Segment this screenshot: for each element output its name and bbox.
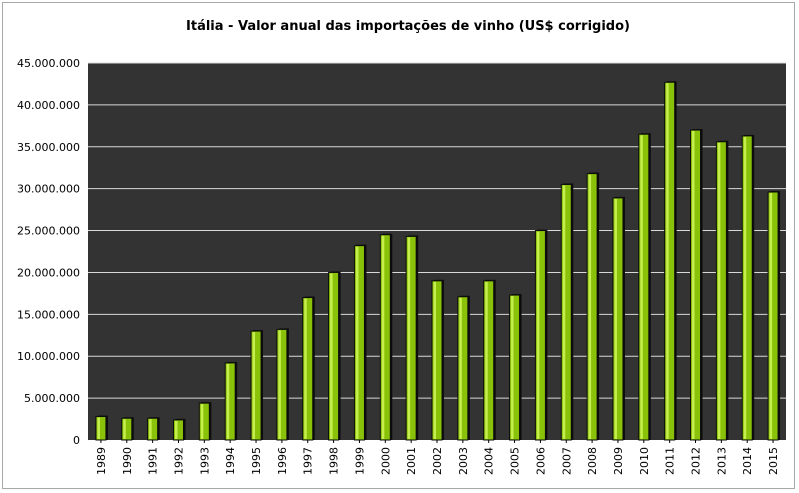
bar-highlight xyxy=(407,237,411,439)
x-tick-label: 2001 xyxy=(405,447,418,475)
y-tick-label: 30.000.000 xyxy=(17,183,80,196)
x-tick-label: 1998 xyxy=(328,447,341,475)
bar-highlight xyxy=(511,296,514,439)
x-tick-label: 1996 xyxy=(276,447,289,475)
bar-highlight xyxy=(304,298,307,439)
x-tick-label: 2006 xyxy=(534,447,547,475)
x-tick-label: 2009 xyxy=(612,447,625,475)
x-tick-label: 1999 xyxy=(353,447,366,475)
x-tick-label: 2012 xyxy=(690,447,703,475)
x-tick-label: 1992 xyxy=(172,447,185,475)
bar-highlight xyxy=(278,330,281,439)
x-tick-label: 1994 xyxy=(224,447,237,475)
chart-title: Itália - Valor anual das importações de … xyxy=(186,19,630,34)
x-tick-label: 2007 xyxy=(560,447,573,475)
x-tick-label: 2005 xyxy=(509,447,522,475)
bar-highlight xyxy=(485,281,488,439)
bar-highlight xyxy=(769,193,773,439)
bar-highlight xyxy=(330,273,333,439)
bar-highlight xyxy=(226,363,230,439)
bar-highlight xyxy=(614,198,617,439)
bar-highlight xyxy=(252,332,256,439)
bar-highlight xyxy=(640,135,643,439)
y-tick-label: 40.000.000 xyxy=(17,99,80,112)
y-tick-label: 20.000.000 xyxy=(17,266,80,279)
x-tick-label: 2003 xyxy=(457,447,470,475)
bar-highlight xyxy=(743,136,747,440)
x-tick-label: 1995 xyxy=(250,447,263,475)
x-tick-label: 2014 xyxy=(741,447,754,475)
y-tick-label: 45.000.000 xyxy=(17,57,80,70)
bar-highlight xyxy=(588,174,592,439)
x-tick-label: 1989 xyxy=(95,447,108,475)
x-tick-label: 2002 xyxy=(431,447,444,475)
y-axis-ticks: 0 5.000.000 10.000.000 15.000.000 20.000.000… xyxy=(17,57,80,447)
x-tick-label: 2013 xyxy=(715,447,728,475)
bar-highlight xyxy=(562,185,566,439)
y-tick-label: 5.000.000 xyxy=(24,392,80,405)
bar-highlight xyxy=(97,417,100,439)
x-tick-label: 2008 xyxy=(586,447,599,475)
bar-highlight xyxy=(123,419,126,439)
x-axis-ticks: 1989 1990 1991 1992 1993 1994 1995 1996 1997 1998… xyxy=(95,440,780,475)
x-tick-label: 2000 xyxy=(379,447,392,475)
y-tick-label: 35.000.000 xyxy=(17,141,80,154)
bar-highlight xyxy=(717,142,721,440)
x-tick-label: 2015 xyxy=(767,447,780,475)
y-tick-label: 15.000.000 xyxy=(17,308,80,321)
x-tick-label: 1997 xyxy=(302,447,315,475)
x-tick-label: 1993 xyxy=(198,447,211,475)
x-tick-label: 2011 xyxy=(664,447,677,475)
bar-highlight xyxy=(381,235,385,439)
bars xyxy=(95,81,781,441)
bar-highlight xyxy=(666,83,669,439)
x-tick-label: 2004 xyxy=(483,447,496,475)
y-tick-label: 10.000.000 xyxy=(17,350,80,363)
x-tick-label: 1990 xyxy=(121,447,134,475)
bar-highlight xyxy=(459,297,462,439)
bar-highlight xyxy=(536,231,540,439)
bar-highlight xyxy=(355,246,359,439)
y-tick-label: 0 xyxy=(73,434,80,447)
y-tick-label: 25.000.000 xyxy=(17,225,80,238)
bar-highlight xyxy=(692,131,695,439)
bar-highlight xyxy=(200,404,204,439)
x-tick-label: 2010 xyxy=(638,447,651,475)
bar-highlight xyxy=(174,420,178,439)
bar-highlight xyxy=(433,281,436,439)
bar-highlight xyxy=(149,419,152,439)
x-tick-label: 1991 xyxy=(147,447,160,475)
